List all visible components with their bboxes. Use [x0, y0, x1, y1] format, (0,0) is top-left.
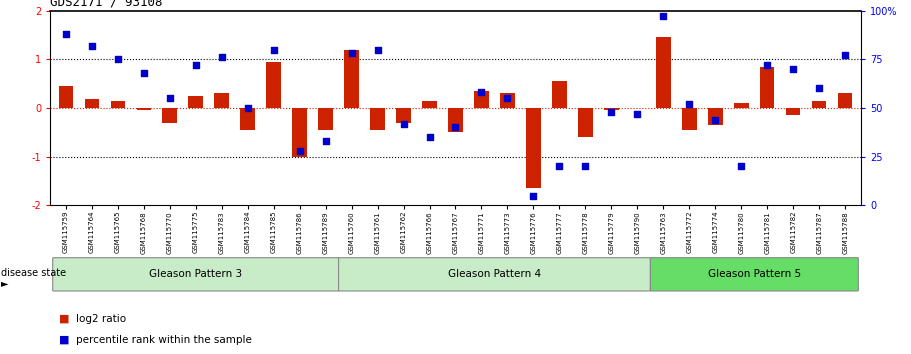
- Text: GDS2171 / 93108: GDS2171 / 93108: [50, 0, 162, 8]
- Bar: [448, 108, 463, 132]
- Bar: [500, 93, 515, 108]
- Bar: [578, 108, 592, 137]
- Bar: [838, 93, 853, 108]
- FancyBboxPatch shape: [339, 258, 650, 291]
- Point: [241, 105, 255, 111]
- Point: [734, 164, 749, 169]
- Point: [344, 51, 359, 56]
- Bar: [292, 108, 307, 156]
- Bar: [475, 91, 488, 108]
- Bar: [760, 67, 774, 108]
- Text: ■: ■: [59, 314, 70, 324]
- Point: [786, 66, 801, 72]
- Text: disease state: disease state: [1, 268, 66, 278]
- Text: ■: ■: [59, 335, 70, 345]
- FancyBboxPatch shape: [650, 258, 858, 291]
- Bar: [786, 108, 801, 115]
- Point: [162, 95, 177, 101]
- Point: [838, 52, 853, 58]
- Bar: [813, 101, 826, 108]
- Point: [396, 121, 411, 126]
- Point: [292, 148, 307, 154]
- Bar: [137, 108, 151, 110]
- Bar: [682, 108, 697, 130]
- Text: log2 ratio: log2 ratio: [76, 314, 126, 324]
- Bar: [708, 108, 722, 125]
- Bar: [371, 108, 384, 130]
- Bar: [241, 108, 255, 130]
- Bar: [162, 108, 177, 122]
- Bar: [189, 96, 203, 108]
- Point: [604, 109, 619, 115]
- FancyBboxPatch shape: [53, 258, 339, 291]
- Bar: [734, 103, 749, 108]
- Point: [214, 55, 229, 60]
- Point: [318, 138, 333, 144]
- Bar: [527, 108, 540, 188]
- Bar: [344, 50, 359, 108]
- Point: [370, 47, 384, 52]
- Point: [85, 43, 99, 48]
- Text: percentile rank within the sample: percentile rank within the sample: [76, 335, 251, 345]
- Point: [422, 134, 436, 140]
- Point: [708, 117, 722, 122]
- Point: [527, 193, 541, 198]
- Bar: [214, 93, 229, 108]
- Point: [266, 47, 281, 52]
- Text: Gleason Pattern 5: Gleason Pattern 5: [708, 269, 801, 279]
- Bar: [110, 101, 125, 108]
- Bar: [423, 101, 436, 108]
- Text: ►: ►: [1, 278, 8, 288]
- Point: [500, 95, 515, 101]
- Text: Gleason Pattern 3: Gleason Pattern 3: [149, 269, 242, 279]
- Point: [760, 62, 774, 68]
- Point: [137, 70, 151, 76]
- Point: [552, 164, 567, 169]
- Point: [475, 90, 489, 95]
- Point: [656, 13, 670, 19]
- Text: Gleason Pattern 4: Gleason Pattern 4: [448, 269, 541, 279]
- Bar: [319, 108, 333, 130]
- Bar: [604, 108, 619, 110]
- Bar: [85, 99, 98, 108]
- Point: [578, 164, 593, 169]
- Point: [448, 125, 463, 130]
- Bar: [396, 108, 411, 122]
- Point: [630, 111, 645, 116]
- Point: [58, 31, 73, 37]
- Point: [682, 101, 697, 107]
- Bar: [58, 86, 73, 108]
- Bar: [266, 62, 281, 108]
- Bar: [656, 38, 670, 108]
- Point: [110, 56, 125, 62]
- Point: [812, 86, 826, 91]
- Point: [189, 62, 203, 68]
- Bar: [552, 81, 567, 108]
